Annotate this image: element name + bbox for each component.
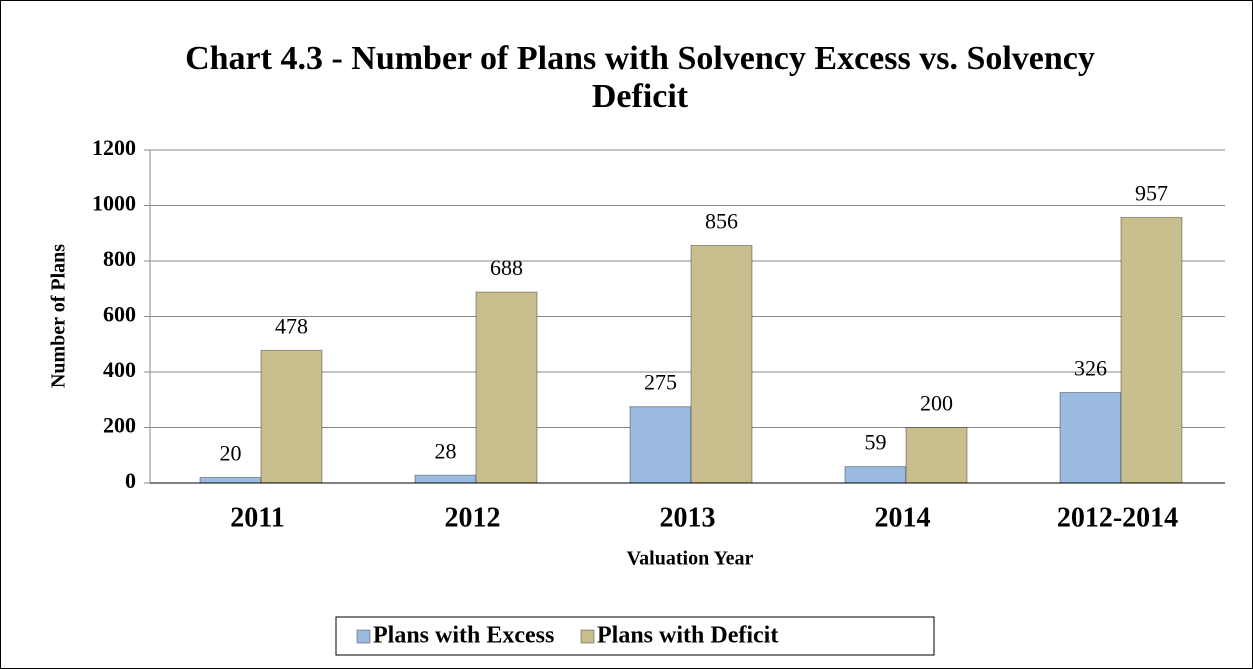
bar <box>629 406 692 484</box>
value-label: 478 <box>275 313 308 338</box>
legend-label: Plans with Excess <box>373 623 554 649</box>
y-tick-label: 1200 <box>92 135 136 160</box>
bar <box>1120 216 1183 484</box>
value-label: 326 <box>1074 356 1107 381</box>
value-label: 856 <box>705 209 738 234</box>
y-tick-label: 800 <box>103 246 136 271</box>
x-tick-label: 2014 <box>875 502 931 533</box>
x-tick-label: 2013 <box>660 502 716 533</box>
bar <box>1059 392 1122 484</box>
y-tick-label: 200 <box>103 413 136 438</box>
legend-marker <box>580 629 595 644</box>
bar <box>905 427 968 484</box>
x-tick-label: 2012-2014 <box>1057 502 1178 533</box>
value-label: 200 <box>920 391 953 416</box>
x-tick-label: 2012 <box>445 502 501 533</box>
value-label: 59 <box>865 430 887 455</box>
bar <box>690 244 753 484</box>
y-tick-label: 0 <box>125 468 136 493</box>
bar <box>475 291 538 484</box>
bar <box>260 349 323 484</box>
y-tick-label: 600 <box>103 302 136 327</box>
y-tick-label: 1000 <box>92 191 136 216</box>
bar <box>199 476 262 484</box>
bar <box>844 466 907 484</box>
legend-box <box>335 616 935 656</box>
value-label: 275 <box>644 370 677 395</box>
value-label: 20 <box>220 440 242 465</box>
chart-title: Chart 4.3 - Number of Plans with Solvenc… <box>185 40 1095 115</box>
legend-label: Plans with Deficit <box>597 623 778 649</box>
value-label: 688 <box>490 255 523 280</box>
y-tick-label: 400 <box>103 357 136 382</box>
y-axis-label: Number of Plans <box>48 244 70 388</box>
x-tick-label: 2011 <box>230 502 284 533</box>
value-label: 957 <box>1135 180 1168 205</box>
x-axis-label: Valuation Year <box>627 548 754 570</box>
value-label: 28 <box>435 438 457 463</box>
legend-marker <box>356 629 371 644</box>
bar <box>414 474 477 484</box>
